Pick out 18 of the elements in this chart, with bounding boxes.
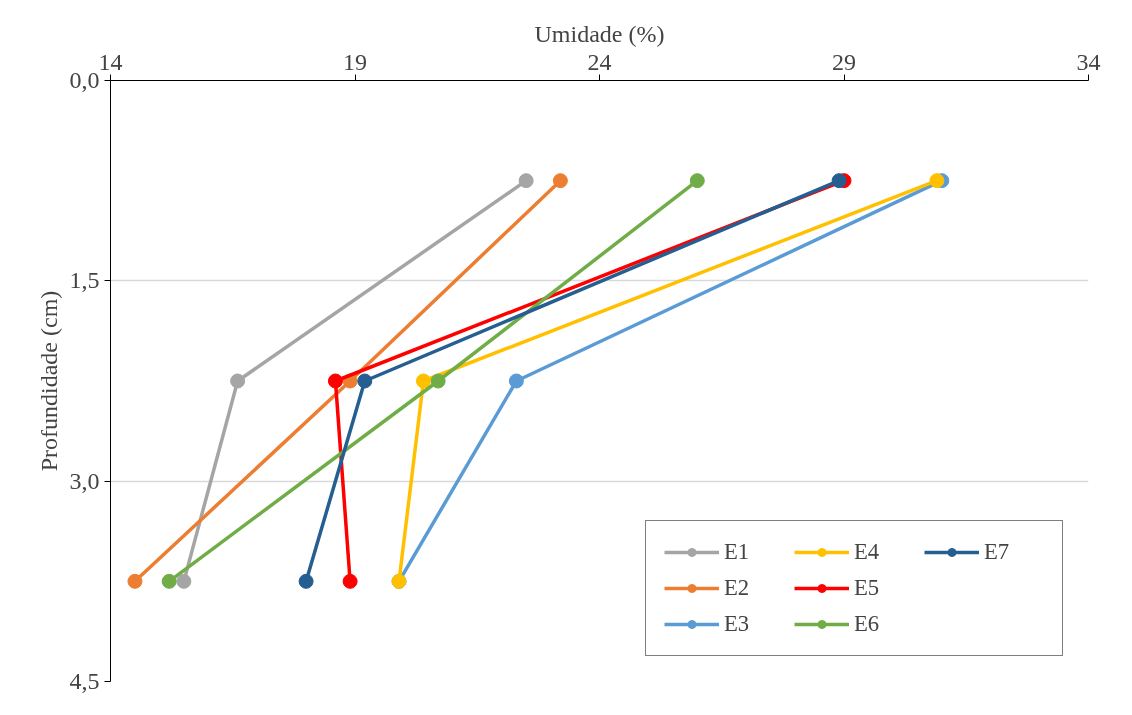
legend-label: E6 <box>854 611 881 637</box>
y-tick-label: 1,5 <box>69 267 100 294</box>
y-axis-title: Profundidade (cm) <box>35 290 62 472</box>
legend-label: E2 <box>724 575 751 601</box>
x-tick-label: 14 <box>98 48 123 75</box>
y-tick-label: 4,5 <box>69 668 100 694</box>
x-tick-label: 34 <box>1076 48 1101 75</box>
x-axis-title: Umidade (%) <box>534 20 665 47</box>
legend-label: E1 <box>724 539 751 565</box>
y-tick-label: 0,0 <box>69 67 100 93</box>
legend-label: E5 <box>854 575 881 601</box>
legend-label: E3 <box>724 611 751 637</box>
x-tick-label: 29 <box>832 48 856 75</box>
legend-label: E7 <box>984 539 1011 565</box>
x-tick-label: 19 <box>343 48 367 75</box>
x-tick-label: 24 <box>587 48 612 75</box>
y-tick-label: 3,0 <box>69 467 100 494</box>
legend-label: E4 <box>854 539 881 565</box>
